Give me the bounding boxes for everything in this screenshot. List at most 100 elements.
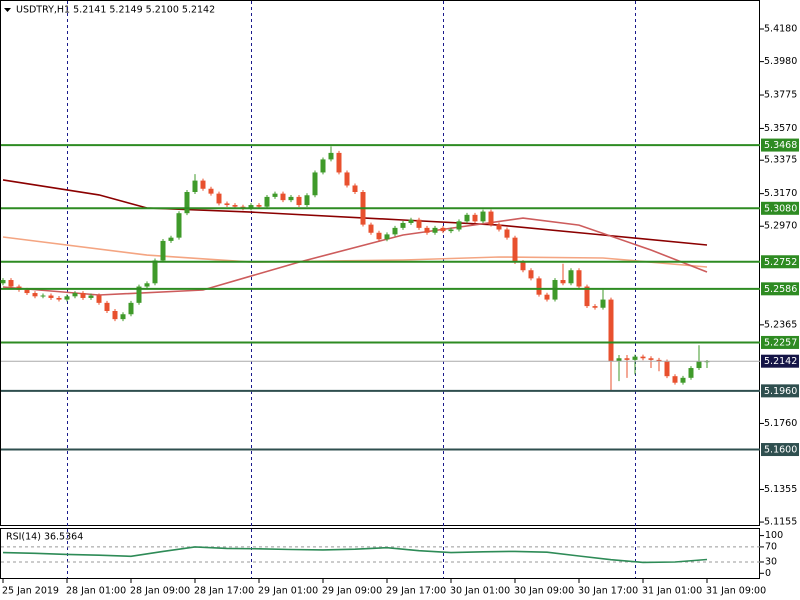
x-tick-label: 29 Jan 01:00 [258, 586, 318, 597]
moving-average [2, 217, 708, 296]
dropdown-icon [4, 8, 11, 12]
candle-body [664, 361, 670, 377]
candle-body [120, 314, 126, 320]
candle-body [48, 295, 54, 298]
candle-body [176, 213, 182, 238]
candle-body [400, 222, 406, 228]
y-tick-label: 5.1760 [764, 418, 797, 429]
candle-body [152, 260, 158, 284]
candle-body [616, 358, 622, 362]
candle-body [368, 224, 374, 233]
candle-body [0, 280, 6, 284]
candle-body [520, 262, 526, 271]
candle-body [64, 296, 70, 300]
candle-body [304, 195, 310, 206]
x-tick-label: 28 Jan 01:00 [66, 586, 126, 597]
level-label: 5.2586 [764, 284, 797, 295]
candle-body [112, 310, 118, 320]
x-tick-label: 29 Jan 17:00 [386, 586, 446, 597]
candle-body [288, 196, 294, 201]
x-tick-label: 31 Jan 01:00 [642, 586, 702, 597]
candle-body [256, 205, 262, 207]
main-panel-border [0, 0, 760, 526]
candle-body [384, 234, 390, 240]
y-tick-label: 5.3980 [764, 56, 797, 67]
x-tick-label: 30 Jan 17:00 [578, 586, 638, 597]
rsi-y-tick-label: 0 [765, 568, 771, 579]
candle-body [624, 358, 630, 360]
level-label: 5.3468 [764, 140, 797, 151]
candle-body [344, 172, 350, 186]
candle-body [280, 193, 286, 201]
candle-body [328, 152, 334, 160]
candle-body [600, 299, 606, 308]
candle-body [480, 211, 486, 222]
candle-body [232, 205, 238, 207]
candle-body [688, 368, 694, 378]
candle-body [264, 196, 270, 207]
x-tick-label: 31 Jan 09:00 [706, 586, 766, 597]
candle-body [472, 214, 478, 222]
moving-average [2, 236, 708, 268]
candle-body [200, 180, 206, 189]
candle-body [632, 356, 638, 360]
candle-body [168, 237, 174, 241]
candle-body [160, 240, 166, 261]
candle-body [8, 280, 14, 287]
rsi-line [2, 546, 708, 564]
x-tick-label: 28 Jan 17:00 [194, 586, 254, 597]
rsi-y-tick-label: 100 [765, 530, 783, 541]
candle-body [192, 180, 198, 193]
rsi-y-tick-label: 30 [765, 556, 777, 567]
x-tick-label: 29 Jan 09:00 [322, 586, 382, 597]
y-tick-label: 5.4180 [764, 24, 797, 35]
candle-body [488, 211, 494, 225]
rsi-title: RSI(14) 36.5364 [6, 532, 83, 543]
current-price-box [761, 354, 799, 368]
level-label: 5.2257 [764, 337, 797, 348]
candle-body [424, 227, 430, 233]
level-label-box [761, 282, 799, 296]
y-tick-label: 5.1355 [764, 484, 797, 495]
current-price-label: 5.2142 [764, 356, 797, 367]
rsi-panel-border [0, 528, 760, 579]
candle-body [128, 302, 134, 315]
level-label: 5.1960 [764, 386, 797, 397]
y-tick-label: 5.2970 [764, 221, 797, 232]
candle-body [680, 377, 686, 383]
candle-body [224, 203, 230, 206]
candle-body [576, 270, 582, 287]
candle-body [560, 280, 566, 284]
y-tick-label: 5.2365 [764, 319, 797, 330]
level-label-box [761, 384, 799, 398]
level-label-box [761, 138, 799, 152]
candle-body [88, 295, 94, 298]
level-label-box [761, 255, 799, 269]
candle-body [648, 358, 654, 360]
level-label: 5.1600 [764, 445, 797, 456]
candle-body [208, 188, 214, 194]
candle-body [320, 159, 326, 173]
candle-body [544, 294, 550, 300]
candle-body [96, 295, 102, 303]
candle-body [672, 376, 678, 383]
candle-body [608, 299, 614, 362]
y-tick-label: 5.3170 [764, 188, 797, 199]
candle-body [504, 229, 510, 238]
candle-body [528, 270, 534, 279]
level-label-box [761, 335, 799, 349]
x-tick-label: 25 Jan 2019 [2, 586, 59, 597]
y-tick-label: 5.1155 [764, 517, 797, 528]
y-tick-label: 5.3570 [764, 123, 797, 134]
level-label: 5.3080 [764, 203, 797, 214]
candle-body [216, 193, 222, 204]
candle-body [32, 293, 38, 297]
candle-body [352, 185, 358, 193]
candle-body [536, 278, 542, 295]
candle-body [104, 302, 110, 311]
candle-body [144, 283, 150, 287]
candle-body [408, 219, 414, 223]
candle-body [640, 356, 646, 359]
candle-body [584, 286, 590, 307]
